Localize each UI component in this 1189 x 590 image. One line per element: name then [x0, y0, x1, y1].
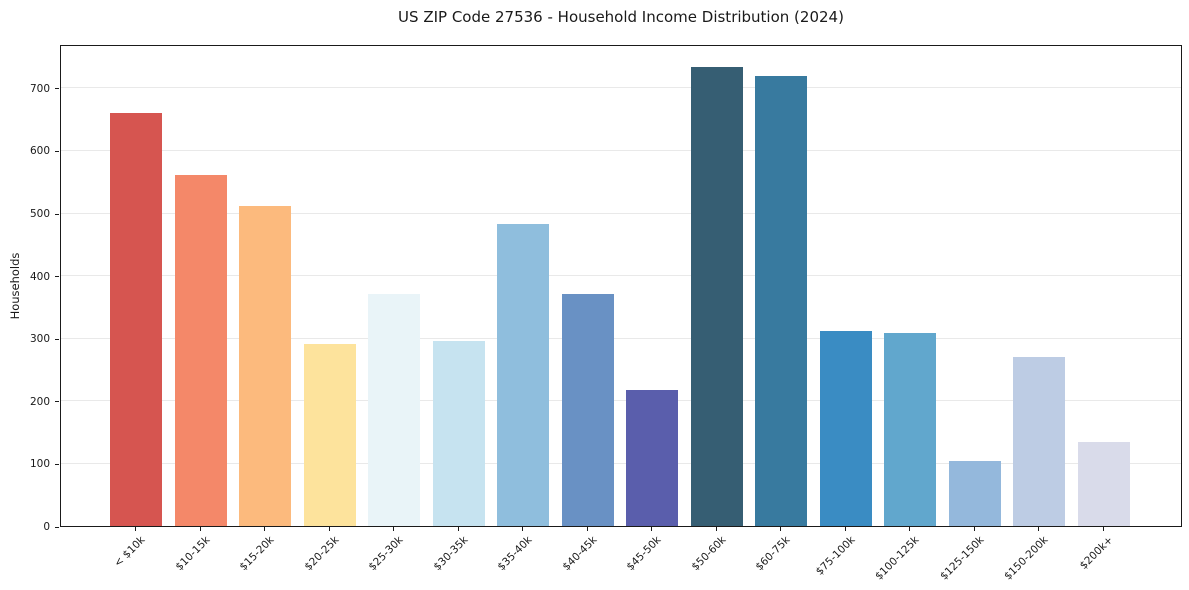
- x-tick-mark: [586, 527, 588, 531]
- x-tick-label: $60-75k: [753, 534, 793, 574]
- y-tick-label: 200: [29, 395, 50, 408]
- x-tick-mark: [264, 527, 265, 531]
- x-tick-label: $10-15k: [172, 534, 212, 574]
- bar-125-150k: [948, 460, 1001, 526]
- x-tick-label: $35-40k: [495, 534, 535, 574]
- y-tick-mark: [55, 88, 59, 90]
- gridline: [61, 337, 1181, 339]
- x-tick-mark: [135, 527, 136, 531]
- x-tick-mark: [780, 527, 781, 531]
- y-tick-mark: [55, 150, 59, 152]
- bar-10-15k: [174, 174, 227, 526]
- y-axis-label: Households: [8, 252, 22, 320]
- y-tick-label: 300: [29, 333, 50, 346]
- x-tick-label: < $10k: [111, 534, 148, 570]
- x-tick-mark: [715, 527, 717, 531]
- x-tick-label: $100-125k: [872, 534, 922, 583]
- x-tick-label: $30-35k: [430, 534, 470, 574]
- y-tick-mark: [55, 213, 59, 215]
- y-tick-label: 400: [29, 270, 50, 283]
- x-tick-label: $25-30k: [366, 534, 406, 574]
- x-tick-label: $50-60k: [688, 534, 728, 574]
- x-tick-mark: [457, 527, 459, 531]
- y-tick-mark: [55, 276, 59, 278]
- x-tick-mark: [328, 527, 330, 531]
- x-tick-mark: [522, 527, 523, 531]
- y-tick-label: 600: [29, 145, 50, 158]
- bar-30-35k: [432, 341, 485, 526]
- x-tick-label: $150-200k: [1001, 534, 1051, 583]
- bar-20-25k: [303, 343, 356, 526]
- x-tick-label: $40-45k: [559, 534, 599, 574]
- x-tick-label: $200k+: [1077, 534, 1115, 572]
- x-tick-mark: [651, 527, 652, 531]
- y-tick-mark: [55, 526, 59, 528]
- bar-60-75k: [755, 75, 807, 526]
- bar-200k: [1077, 442, 1130, 526]
- gridline: [61, 87, 1181, 89]
- gridline: [61, 462, 1181, 464]
- y-tick-mark: [55, 463, 59, 465]
- bar-45-50k: [626, 390, 678, 526]
- bar-100-125k: [884, 333, 936, 526]
- bar-40-45k: [561, 293, 614, 526]
- bar-35-40k: [497, 223, 549, 526]
- bar-50-60k: [690, 66, 743, 526]
- y-tick-mark: [55, 401, 59, 403]
- y-tick-label: 100: [29, 458, 50, 471]
- bar-150-200k: [1013, 357, 1065, 526]
- chart-title: US ZIP Code 27536 - Household Income Dis…: [398, 8, 844, 26]
- y-tick-label: 700: [29, 82, 50, 95]
- x-tick-mark: [1038, 527, 1039, 531]
- x-tick-mark: [973, 527, 975, 531]
- x-tick-label: $45-50k: [624, 534, 664, 574]
- y-tick-label: 500: [29, 208, 50, 220]
- gridline: [61, 275, 1181, 277]
- bar-75-100k: [819, 331, 872, 526]
- x-tick-mark: [909, 527, 910, 531]
- x-tick-label: $15-20k: [237, 534, 277, 574]
- gridline: [61, 400, 1181, 402]
- x-tick-label: $75-100k: [813, 534, 857, 578]
- x-tick-mark: [393, 527, 394, 531]
- x-tick-mark: [844, 527, 846, 531]
- plot-area: [60, 45, 1182, 527]
- x-tick-mark: [199, 527, 201, 531]
- gridline: [61, 212, 1181, 214]
- bar-10k: [110, 113, 162, 526]
- bar-25-30k: [368, 294, 420, 526]
- y-tick-label: 0: [43, 521, 50, 533]
- x-tick-mark: [1102, 527, 1104, 531]
- y-tick-mark: [55, 338, 59, 340]
- gridline: [61, 149, 1181, 151]
- bar-15-20k: [239, 206, 291, 526]
- x-tick-label: $125-150k: [937, 534, 986, 583]
- x-tick-label: $20-25k: [301, 534, 341, 574]
